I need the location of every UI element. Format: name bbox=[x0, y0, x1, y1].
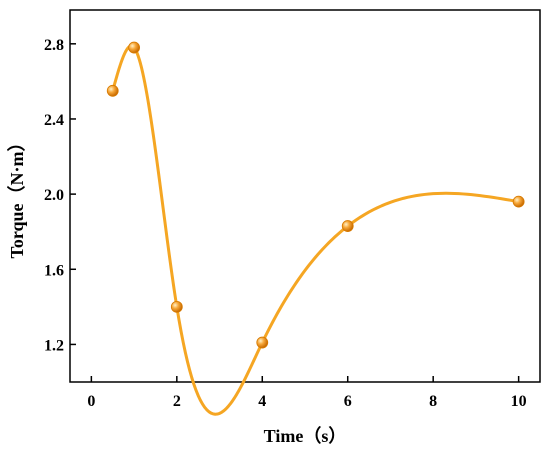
x-axis: 0 2 4 6 8 10 bbox=[87, 376, 527, 410]
x-tick-label: 6 bbox=[344, 393, 352, 410]
y-tick-label: 2.0 bbox=[44, 187, 64, 204]
data-point bbox=[256, 336, 269, 349]
x-tick-label: 8 bbox=[429, 393, 437, 410]
x-tick-label: 10 bbox=[511, 393, 527, 410]
series-layer bbox=[106, 41, 525, 416]
plot-frame bbox=[69, 9, 541, 383]
series-line bbox=[111, 44, 519, 416]
x-tick-label: 4 bbox=[258, 393, 266, 410]
y-tick-label: 1.2 bbox=[44, 337, 64, 354]
y-tick-label: 2.8 bbox=[44, 37, 64, 54]
y-tick-label: 1.6 bbox=[44, 262, 64, 279]
data-point bbox=[106, 84, 119, 97]
x-axis-title: Time（s） bbox=[264, 426, 347, 446]
data-point bbox=[341, 220, 354, 232]
x-tick-label: 2 bbox=[173, 393, 181, 410]
y-axis-title: Torque（N·m） bbox=[7, 133, 27, 258]
data-point bbox=[512, 195, 525, 208]
y-tick-label: 2.4 bbox=[44, 112, 64, 129]
data-point bbox=[128, 41, 140, 54]
y-axis: 1.2 1.6 2.0 2.4 2.8 bbox=[44, 37, 76, 354]
data-point bbox=[170, 300, 183, 313]
x-tick-label: 0 bbox=[87, 393, 95, 410]
